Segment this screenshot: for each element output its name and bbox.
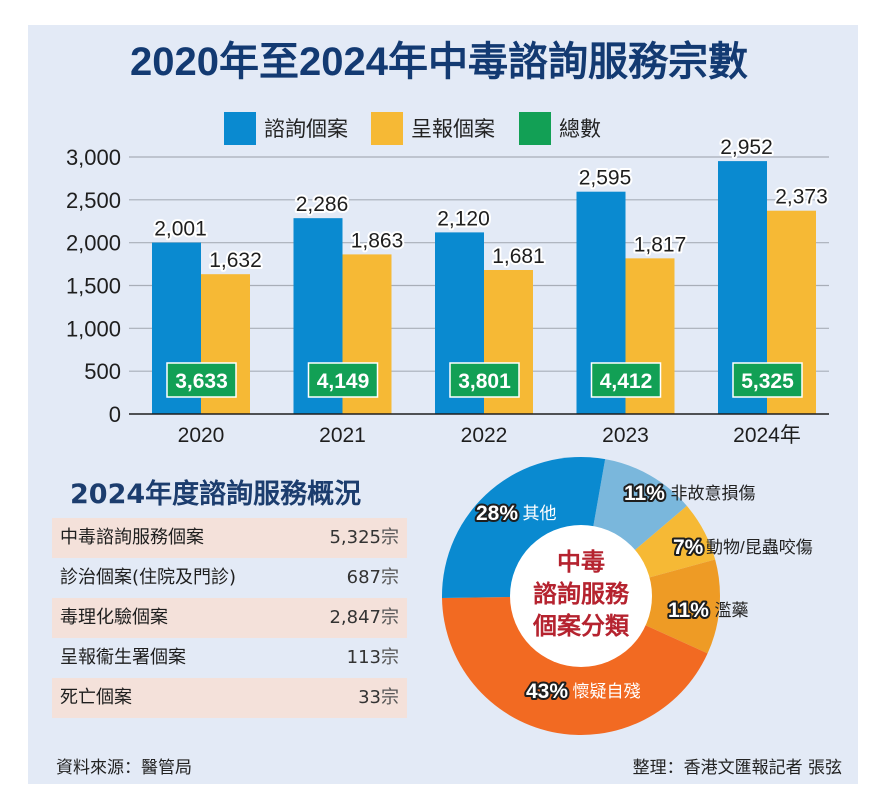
donut-slice-label: 動物/昆蟲咬傷 — [706, 538, 813, 557]
donut-slice-percent: 11% — [668, 599, 709, 622]
donut-slice-percent: 28% — [476, 502, 518, 525]
legend-label-consult: 諮詢個案 — [264, 117, 348, 141]
summary-row-number: 113 — [346, 647, 381, 668]
summary-row-number: 33 — [358, 687, 381, 708]
donut-center-label: 諮詢服務 — [533, 580, 630, 608]
y-tick-label: 1,000 — [66, 316, 121, 341]
summary-row-value: 687宗 — [347, 558, 399, 598]
summary-row-number: 5,325 — [329, 527, 381, 548]
y-tick-label: 3,000 — [66, 145, 121, 170]
summary-row-unit: 宗 — [381, 567, 399, 588]
summary-row-label: 毒理化驗個案 — [60, 607, 168, 628]
donut-hole — [510, 525, 652, 667]
bar-label-reported: 1,817 — [634, 233, 687, 256]
x-tick-label: 2021 — [319, 424, 366, 447]
donut-slice-percent: 7% — [673, 536, 704, 559]
summary-row-value: 33宗 — [358, 678, 399, 718]
total-badge — [590, 362, 662, 398]
total-badge-label: 3,801 — [458, 370, 511, 393]
bar-label-reported: 1,632 — [209, 249, 262, 272]
donut-slice-percent: 43% — [526, 680, 568, 703]
summary-row-label: 中毒諮詢服務個案 — [60, 527, 204, 548]
summary-row-label: 死亡個案 — [60, 687, 132, 708]
x-tick-label: 2020 — [178, 424, 225, 447]
summary-row: 中毒諮詢服務個案 5,325宗 — [52, 518, 407, 558]
summary-row-value: 5,325宗 — [329, 518, 399, 558]
legend-swatch-consult — [224, 112, 256, 145]
total-badge-label: 3,633 — [175, 370, 228, 393]
legend: 諮詢個案 呈報個案 總數 — [0, 112, 878, 146]
summary-row-unit: 宗 — [381, 647, 399, 668]
summary-row-unit: 宗 — [381, 607, 399, 628]
source-note: 資料來源：醫管局 — [56, 758, 192, 778]
y-tick-label: 2,500 — [66, 188, 121, 213]
y-tick-label: 500 — [84, 359, 121, 384]
summary-row: 診治個案(住院及門診) 687宗 — [52, 558, 407, 598]
legend-label-reported: 呈報個案 — [411, 117, 495, 141]
donut-slice-label: 非故意損傷 — [671, 484, 756, 503]
bar-label-consult: 2,120 — [437, 207, 490, 230]
summary-row-unit: 宗 — [381, 687, 399, 708]
donut-center-label: 中毒 — [557, 549, 605, 576]
credit-note: 整理：香港文匯報記者 張弦 — [632, 758, 842, 778]
donut-slice-label: 其他 — [523, 504, 557, 523]
bar-label-reported: 1,863 — [351, 229, 404, 252]
donut-slice-label: 懷疑自殘 — [573, 682, 641, 701]
summary-row-label: 診治個案(住院及門診) — [60, 567, 237, 588]
legend-swatch-total — [519, 112, 551, 145]
summary-row-value: 2,847宗 — [329, 598, 399, 638]
total-badge-label: 4,412 — [600, 370, 653, 393]
bar-label-consult: 2,286 — [296, 193, 349, 216]
summary-row-value: 113宗 — [347, 638, 399, 678]
bar-label-reported: 1,681 — [492, 245, 545, 268]
bar-label-consult: 2,001 — [154, 218, 207, 241]
bar-label-reported: 2,373 — [775, 186, 828, 209]
summary-row-unit: 宗 — [381, 527, 399, 548]
x-tick-label: 2024年 — [733, 424, 801, 447]
x-tick-label: 2022 — [461, 424, 508, 447]
x-tick-label: 2023 — [602, 424, 649, 447]
total-badge — [166, 362, 237, 398]
donut-slice-percent: 11% — [624, 482, 665, 505]
summary-title: 2024年度諮詢服務概況 — [70, 479, 362, 510]
summary-row-number: 687 — [346, 567, 381, 588]
summary-row: 毒理化驗個案 2,847宗 — [52, 598, 407, 638]
donut-center-label: 個案分類 — [532, 612, 630, 640]
y-tick-label: 1,500 — [66, 274, 121, 299]
bar-label-consult: 2,952 — [720, 136, 773, 159]
total-badge — [307, 362, 379, 398]
total-badge — [449, 362, 520, 398]
legend-swatch-reported — [371, 112, 403, 145]
summary-row: 呈報衞生署個案 113宗 — [52, 638, 407, 678]
summary-row-number: 2,847 — [329, 607, 381, 628]
summary-row-label: 呈報衞生署個案 — [60, 647, 186, 668]
chart-title: 2020年至2024年中毒諮詢服務宗數 — [130, 40, 748, 84]
legend-label-total: 總數 — [559, 117, 601, 141]
y-tick-label: 2,000 — [66, 231, 121, 256]
summary-row: 死亡個案 33宗 — [52, 678, 407, 718]
donut-slice-label: 濫藥 — [715, 601, 749, 620]
total-badge-label: 4,149 — [317, 370, 370, 393]
y-tick-label: 0 — [109, 402, 121, 427]
total-badge — [732, 362, 803, 398]
bar-label-consult: 2,595 — [579, 167, 632, 190]
total-badge-label: 5,325 — [741, 370, 794, 393]
